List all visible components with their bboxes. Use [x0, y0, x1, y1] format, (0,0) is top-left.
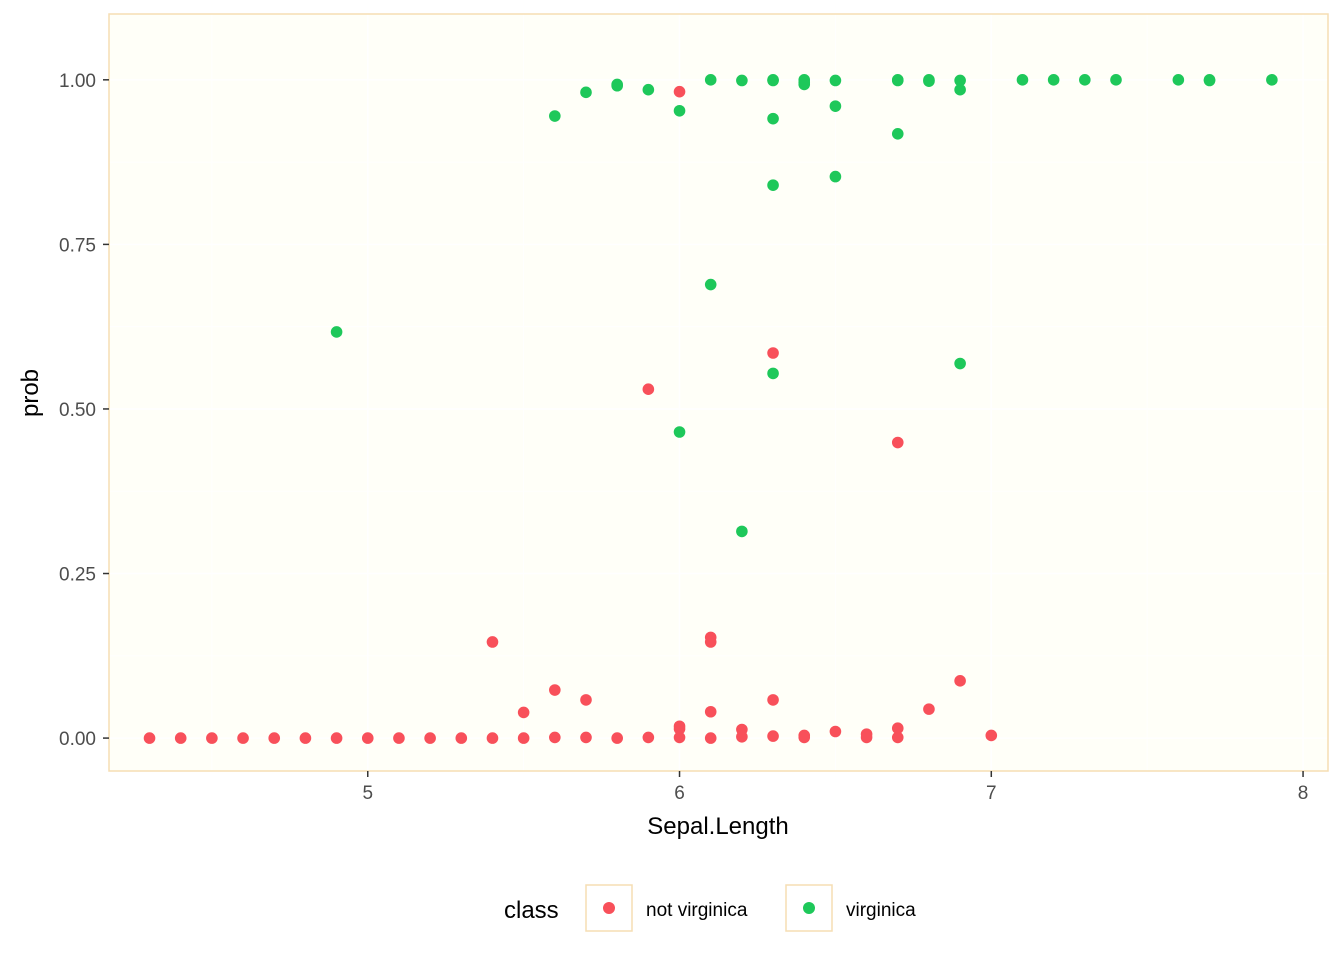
point-virginica	[767, 367, 779, 380]
point-not-virginica	[580, 731, 592, 744]
point-virginica	[798, 78, 811, 91]
point-not-virginica	[455, 732, 468, 744]
legend: class not virginica virginica	[504, 884, 916, 932]
point-virginica	[1172, 74, 1185, 86]
point-virginica	[923, 75, 935, 87]
data-points	[143, 74, 1278, 744]
point-not-virginica	[736, 723, 748, 736]
panel-border	[108, 13, 1329, 772]
point-not-virginica	[860, 728, 873, 740]
point-not-virginica	[767, 347, 779, 359]
y-tick-label: 0.25	[59, 565, 96, 586]
point-not-virginica	[891, 731, 904, 744]
point-not-virginica	[767, 694, 779, 706]
point-not-virginica	[517, 732, 530, 744]
legend-title: class	[504, 897, 559, 924]
point-virginica	[1203, 74, 1216, 87]
point-virginica	[704, 74, 717, 86]
point-not-virginica	[704, 705, 717, 718]
point-virginica	[767, 112, 779, 125]
y-tick-label: 0.75	[59, 235, 96, 256]
point-virginica	[829, 74, 842, 87]
y-axis-title: prob	[17, 369, 44, 417]
x-tick-label: 5	[362, 783, 373, 804]
point-not-virginica	[486, 636, 499, 648]
point-not-virginica	[673, 720, 686, 733]
point-not-virginica	[393, 732, 405, 744]
x-axis-title: Sepal.Length	[647, 813, 788, 840]
point-not-virginica	[299, 732, 312, 744]
point-virginica	[891, 128, 904, 140]
y-tick-label: 0.00	[59, 729, 96, 750]
point-virginica	[829, 170, 842, 183]
y-tick-label: 0.50	[59, 400, 96, 421]
point-virginica	[611, 78, 623, 91]
point-virginica	[1016, 74, 1029, 86]
point-virginica	[673, 104, 686, 117]
point-virginica	[954, 83, 966, 96]
point-virginica	[736, 74, 748, 87]
point-virginica	[767, 179, 779, 191]
point-virginica	[829, 100, 842, 112]
point-virginica	[1110, 74, 1122, 86]
point-not-virginica	[424, 732, 436, 744]
point-not-virginica	[798, 729, 811, 742]
point-virginica	[704, 278, 717, 291]
point-virginica	[549, 110, 561, 122]
panel-background	[109, 14, 1328, 771]
legend-marker-not-virginica	[603, 902, 615, 914]
point-not-virginica	[891, 436, 904, 449]
point-not-virginica	[580, 694, 592, 706]
axes: 5 6 7 8 0.00 0.25 0.50 0.75 1.00	[59, 71, 1308, 804]
point-not-virginica	[954, 675, 966, 687]
legend-label-not-virginica: not virginica	[646, 900, 748, 921]
point-not-virginica	[673, 85, 686, 98]
point-virginica	[673, 426, 686, 438]
point-not-virginica	[673, 731, 686, 744]
point-not-virginica	[642, 731, 655, 744]
point-not-virginica	[268, 732, 281, 744]
point-not-virginica	[517, 706, 530, 719]
legend-key-not-virginica	[585, 884, 633, 932]
point-not-virginica	[330, 732, 343, 744]
point-not-virginica	[486, 732, 499, 744]
point-not-virginica	[143, 732, 156, 744]
point-virginica	[767, 74, 779, 87]
legend-label-virginica: virginica	[846, 900, 916, 921]
point-not-virginica	[174, 732, 187, 744]
point-virginica	[954, 357, 966, 370]
x-tick-label: 8	[1298, 783, 1309, 804]
x-tick-label: 6	[674, 783, 685, 804]
point-not-virginica	[549, 684, 561, 696]
point-not-virginica	[985, 729, 998, 742]
point-virginica	[1047, 74, 1060, 86]
point-not-virginica	[611, 732, 623, 744]
point-not-virginica	[923, 703, 935, 715]
point-not-virginica	[767, 730, 779, 742]
point-virginica	[954, 74, 966, 87]
point-not-virginica	[704, 631, 717, 644]
point-virginica	[891, 74, 904, 87]
point-virginica	[330, 326, 343, 338]
point-not-virginica	[361, 732, 374, 744]
legend-marker-virginica	[803, 902, 815, 914]
point-virginica	[580, 86, 592, 99]
point-not-virginica	[642, 383, 655, 396]
point-not-virginica	[206, 732, 218, 744]
point-not-virginica	[704, 732, 717, 744]
point-virginica	[1079, 74, 1091, 86]
point-virginica	[736, 525, 748, 538]
point-not-virginica	[237, 732, 249, 744]
point-virginica	[1266, 74, 1278, 86]
y-tick-label: 1.00	[59, 71, 96, 92]
x-tick-label: 7	[986, 783, 997, 804]
point-virginica	[642, 83, 655, 96]
grid-lines	[109, 14, 1328, 771]
legend-key-virginica	[785, 884, 833, 932]
point-not-virginica	[829, 725, 842, 738]
point-not-virginica	[549, 731, 561, 744]
point-not-virginica	[891, 722, 904, 735]
